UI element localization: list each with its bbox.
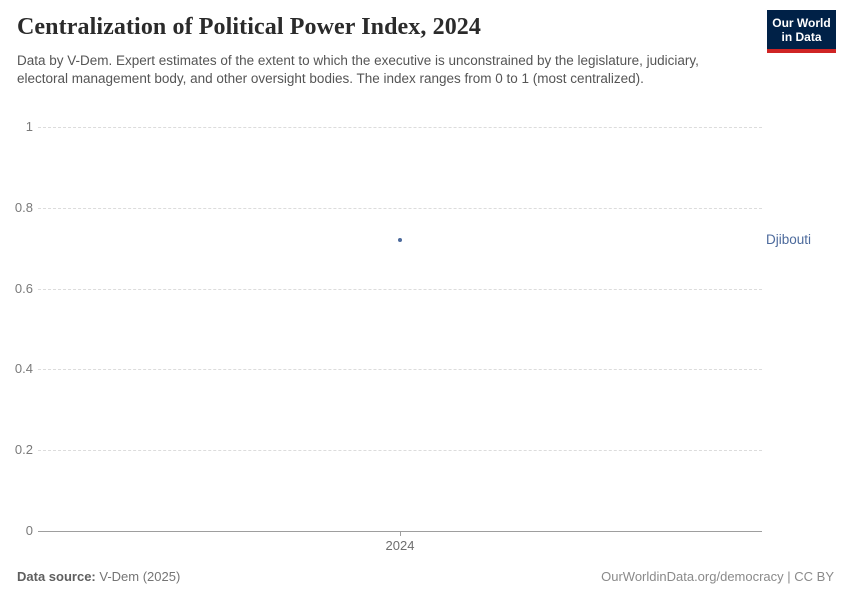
owid-logo-line1: Our World — [772, 15, 831, 30]
y-tick-label: 1 — [25, 119, 33, 134]
y-tick-label: 0.2 — [14, 442, 33, 458]
y-gridline — [38, 369, 762, 371]
data-source-value: V-Dem (2025) — [95, 569, 181, 584]
y-tick-label: 0.6 — [14, 280, 33, 296]
data-source-note: Data source: V-Dem (2025) — [17, 569, 180, 584]
y-tick-label: 0 — [25, 523, 33, 538]
y-gridline — [38, 127, 762, 128]
chart-subtitle: Data by V-Dem. Expert estimates of the e… — [17, 53, 699, 86]
y-tick-label: 0.4 — [14, 361, 33, 377]
data-source-label: Data source: — [17, 569, 96, 584]
x-tick-label: 2024 — [385, 538, 415, 553]
x-tick-mark — [399, 531, 401, 536]
y-tick-label: 0.8 — [14, 199, 33, 215]
owid-logo-line2: in Data — [781, 29, 822, 44]
owid-logo[interactable]: Our World in Data — [767, 10, 836, 53]
page-title: Centralization of Political Power Index,… — [17, 14, 481, 40]
y-gridline — [38, 450, 762, 452]
chart-footer: Data source: V-Dem (2025) OurWorldinData… — [17, 569, 834, 584]
owid-credit-link[interactable]: OurWorldinData.org/democracy | CC BY — [601, 569, 834, 584]
entity-label[interactable]: Djibouti — [766, 232, 812, 248]
data-point-djibouti[interactable] — [398, 238, 402, 243]
y-gridline — [38, 288, 762, 290]
y-gridline — [38, 207, 762, 209]
